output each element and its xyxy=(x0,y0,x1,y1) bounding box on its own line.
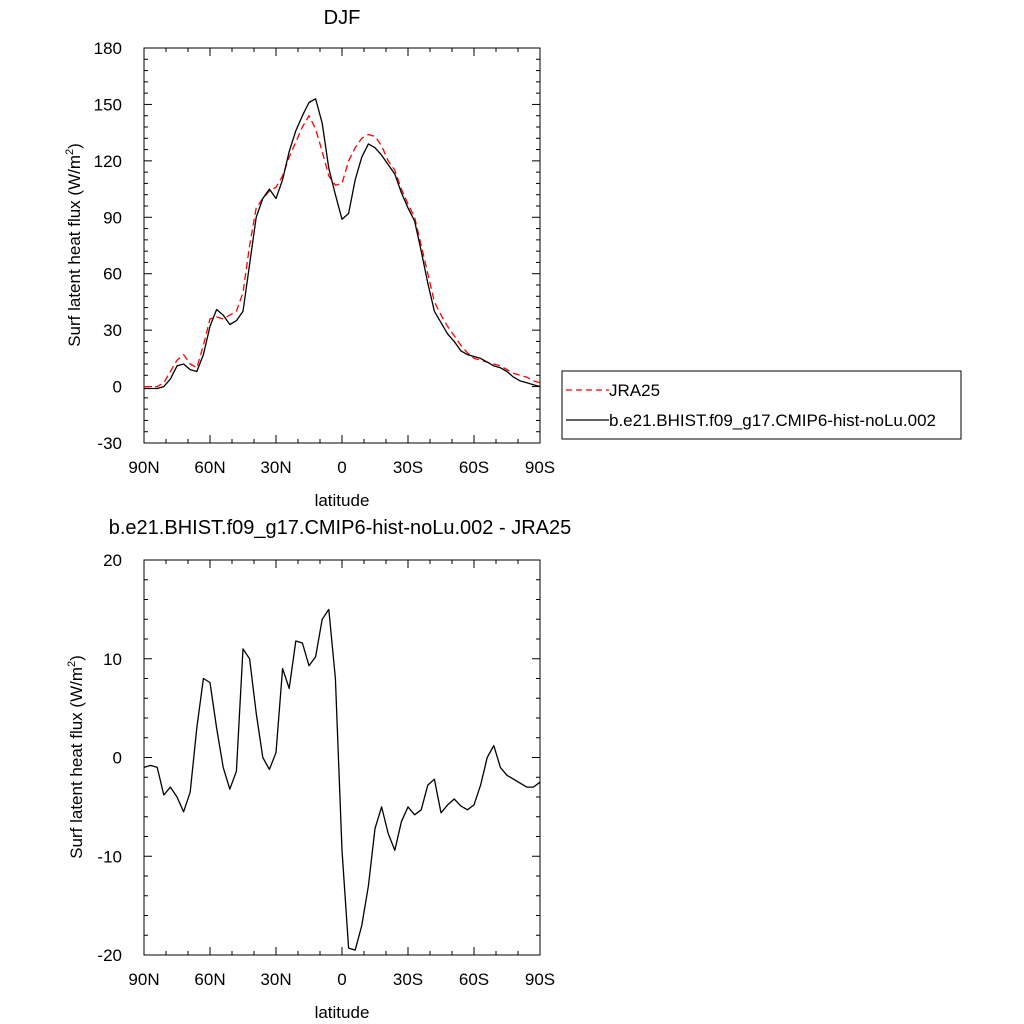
top-y-tick-label: 120 xyxy=(94,152,122,171)
top-series-line-0 xyxy=(144,115,541,388)
bottom-x-tick-label: 60N xyxy=(194,970,225,989)
bottom-x-tick-label: 0 xyxy=(337,970,346,989)
bottom-series-lines xyxy=(143,608,541,951)
bottom-y-tick-label: 0 xyxy=(113,749,122,768)
top-y-tick-label: 30 xyxy=(103,321,122,340)
legend-box xyxy=(561,370,962,440)
top-plot-frame xyxy=(143,47,541,444)
top-y-tick-label: 0 xyxy=(113,378,122,397)
bottom-plot-frame xyxy=(143,559,541,956)
bottom-x-tick-label: 30S xyxy=(393,970,423,989)
bottom-y-tick-label: 20 xyxy=(103,551,122,570)
bottom-x-tick-label: 90N xyxy=(128,970,159,989)
bottom-x-tick-label: 90S xyxy=(525,970,555,989)
bottom-series-line-0 xyxy=(143,608,541,951)
top-series-line-1 xyxy=(144,98,541,390)
legend-label-jra25: JRA25 xyxy=(609,381,660,400)
bottom-chart-title: b.e21.BHIST.f09_g17.CMIP6-hist-noLu.002 … xyxy=(109,517,571,539)
top-y-axis-label: Surf latent heat flux (W/m2) xyxy=(64,143,84,347)
top-x-tick-label: 30N xyxy=(260,458,291,477)
top-x-tick-label: 60S xyxy=(459,458,489,477)
top-chart-panel: DJF 90N 60N 30N 0 30S 60S 90S -30 0 30 60 90 120 150… xyxy=(64,7,962,510)
top-x-tick-label: 30S xyxy=(393,458,423,477)
bottom-y-tick-labels: -20 -10 0 10 20 xyxy=(97,551,122,965)
bottom-chart-panel: b.e21.BHIST.f09_g17.CMIP6-hist-noLu.002 … xyxy=(66,517,571,1022)
top-x-tick-label: 0 xyxy=(337,458,346,477)
bottom-x-tick-label: 60S xyxy=(459,970,489,989)
top-chart-title: DJF xyxy=(324,7,361,29)
bottom-x-axis-label: latitude xyxy=(315,1003,370,1022)
top-x-tick-label: 60N xyxy=(194,458,225,477)
top-x-tick-label: 90N xyxy=(128,458,159,477)
bottom-y-axis-label: Surf latent heat flux (W/m2) xyxy=(66,655,86,859)
bottom-y-tick-label: -20 xyxy=(97,946,122,965)
bottom-x-tick-label: 30N xyxy=(260,970,291,989)
top-y-tick-label: 60 xyxy=(103,265,122,284)
top-y-tick-labels: -30 0 30 60 90 120 150 180 xyxy=(94,39,122,453)
bottom-y-tick-label: 10 xyxy=(103,650,122,669)
bottom-y-tick-label: -10 xyxy=(97,847,122,866)
top-x-axis-label: latitude xyxy=(315,491,370,510)
bottom-x-tick-labels: 90N 60N 30N 0 30S 60S 90S xyxy=(128,970,555,989)
top-axis-ticks xyxy=(143,47,541,444)
legend: JRA25 b.e21.BHIST.f09_g17.CMIP6-hist-noL… xyxy=(561,370,962,440)
bottom-axis-ticks xyxy=(143,559,541,956)
top-x-tick-label: 90S xyxy=(525,458,555,477)
top-y-tick-label: 150 xyxy=(94,95,122,114)
top-y-tick-label: 90 xyxy=(103,208,122,227)
legend-label-model: b.e21.BHIST.f09_g17.CMIP6-hist-noLu.002 xyxy=(609,411,936,430)
top-series-lines xyxy=(144,98,541,390)
top-x-tick-labels: 90N 60N 30N 0 30S 60S 90S xyxy=(128,458,555,477)
top-y-tick-label: 180 xyxy=(94,39,122,58)
top-y-tick-label: -30 xyxy=(97,434,122,453)
